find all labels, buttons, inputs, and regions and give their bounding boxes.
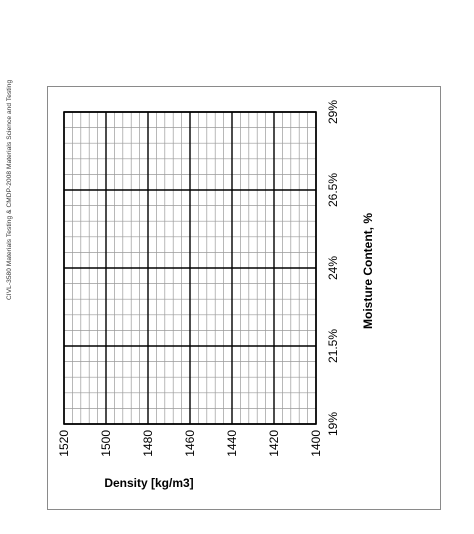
moisture-tick-label: 19%	[326, 412, 340, 436]
moisture-tick-labels: 19% 21.5% 24% 26.5% 29%	[326, 100, 340, 436]
course-header-text: CIVL-3580 Materials Testing & CMDP-2008 …	[6, 79, 13, 300]
density-tick-label: 1480	[141, 430, 155, 457]
chart: 1520 1500 1480 1460 1440 1420 1400 19% 21.5% 24%…	[57, 100, 375, 490]
density-tick-label: 1520	[57, 430, 71, 457]
moisture-tick-label: 21.5%	[326, 329, 340, 363]
chart-frame: 1520 1500 1480 1460 1440 1420 1400 19% 21.5% 24%…	[47, 86, 441, 510]
moisture-tick-label: 29%	[326, 100, 340, 124]
plot-area-border	[63, 111, 317, 425]
moisture-tick-label: 26.5%	[326, 173, 340, 207]
density-tick-label: 1500	[99, 430, 113, 457]
density-tick-labels: 1520 1500 1480 1460 1440 1420 1400	[57, 430, 323, 457]
density-axis-label: Density [kg/m3]	[104, 476, 193, 490]
density-tick-label: 1440	[225, 430, 239, 457]
moisture-axis-label: Moisture Content, %	[361, 213, 375, 329]
density-tick-label: 1420	[267, 430, 281, 457]
density-tick-label: 1460	[183, 430, 197, 457]
density-tick-label: 1400	[309, 430, 323, 457]
moisture-tick-label: 24%	[326, 256, 340, 280]
